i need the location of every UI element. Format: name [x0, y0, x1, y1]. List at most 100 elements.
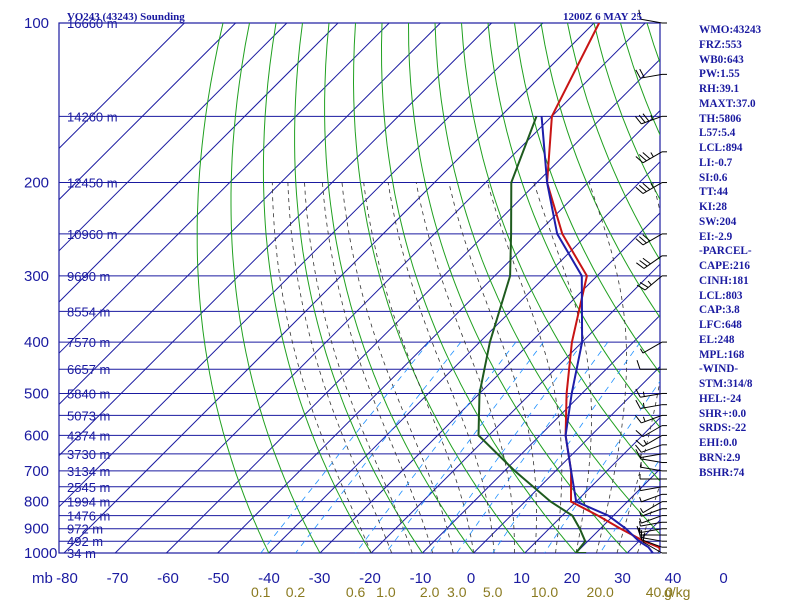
wind-barb-flag [635, 399, 641, 409]
isotherm-line [58, 22, 185, 149]
mixing-ratio-label: 5.0 [483, 584, 503, 600]
wind-barb-halfflag [640, 348, 644, 354]
mixing-ratio-line [544, 380, 660, 553]
isotherm-line [58, 22, 390, 354]
wind-barb-staff [641, 414, 663, 424]
moist-adiabat-line [487, 182, 563, 553]
height-label: 8554 m [67, 304, 110, 319]
wind-barb-flag [642, 152, 651, 160]
height-label: 12450 m [67, 176, 118, 191]
index-item: MAXT:37.0 [699, 97, 756, 110]
wind-barb [635, 434, 667, 447]
dry-adiabat-line [262, 23, 372, 553]
wind-barb-staff [640, 521, 663, 527]
mixing-ratio-label: 2.0 [420, 584, 440, 600]
moist-adiabat-line [533, 182, 592, 553]
height-label: 34 m [67, 546, 96, 561]
isotherm-line [58, 22, 441, 405]
wind-barb [639, 473, 667, 480]
wind-barb-staff [640, 536, 663, 542]
wind-barb-flag [636, 525, 641, 536]
mixing-ratio-label: 0.2 [286, 584, 306, 600]
wind-barb-halfflag [639, 462, 642, 468]
pressure-tick-label: 600 [24, 427, 49, 444]
dry-adiabat-line [461, 23, 660, 482]
wind-barb-flag [635, 429, 644, 437]
wind-barb [635, 425, 667, 438]
wind-barb-halfflag [642, 416, 646, 422]
wind-barb-halfflag [642, 402, 645, 408]
isobar-isotherm-grid [58, 22, 661, 554]
pressure-tick-label: 100 [24, 15, 49, 32]
dry-adiabat-line [487, 23, 660, 429]
mixing-ratio-label: 1.0 [376, 584, 396, 600]
wind-barb [639, 508, 667, 517]
wind-barb-staff [641, 508, 663, 517]
wind-barb-flag [635, 444, 642, 453]
mixing-ratio-label: 0.1 [251, 584, 271, 600]
wind-barb [639, 462, 667, 472]
index-item: STM:314/8 [699, 378, 753, 390]
index-item: SHR+:0.0 [699, 407, 747, 420]
wind-barb [635, 68, 667, 79]
wind-barb-flag [635, 156, 644, 164]
height-label: 9690 m [67, 269, 110, 284]
wind-barb-staff [642, 501, 663, 514]
wind-barb-flag [639, 68, 645, 78]
index-item: WMO:43243 [699, 24, 762, 36]
mixing-ratio-label: 40.0 [646, 584, 673, 600]
wind-barb-staff [641, 493, 663, 503]
height-label: 1476 m [67, 509, 110, 524]
index-item: BSHR:74 [699, 466, 745, 479]
wind-barb-flag [639, 282, 649, 288]
mixing-ratio-line [429, 341, 584, 553]
wind-barb-staff [641, 515, 663, 524]
height-label: 2545 m [67, 480, 110, 495]
dry-adiabat-line [380, 23, 577, 553]
dry-adiabat-line [230, 23, 321, 553]
sounding-series-line-2 [540, 116, 654, 553]
wind-barb [635, 182, 667, 194]
x-tick-label: -10 [410, 570, 432, 587]
isotherm-line [319, 212, 661, 554]
x-tick-label: -60 [157, 570, 179, 587]
wind-barb [635, 151, 667, 164]
height-label: 492 m [67, 534, 103, 549]
x-tick-label: -30 [309, 570, 331, 587]
height-label: 972 m [67, 522, 103, 537]
wind-barb-flag [635, 116, 642, 125]
wind-barb-staff [642, 541, 663, 554]
x-tick-label: 20 [564, 570, 581, 587]
moist-adiabat-line [304, 182, 413, 553]
moist-adiabat-line [387, 182, 495, 553]
wind-barb-flag [636, 284, 646, 291]
wind-barb [635, 399, 667, 409]
isotherm-line [473, 366, 661, 554]
moist-adiabat-line [448, 182, 537, 553]
mixing-ratio-label: 0.6 [346, 584, 366, 600]
index-item: MPL:168 [699, 348, 745, 361]
wind-barb [636, 255, 667, 269]
wind-barb [639, 515, 667, 524]
mixing-ratio-line [260, 341, 430, 553]
dry-adiabat-line [352, 23, 526, 553]
mixing-ratio-line [599, 458, 660, 553]
x-tick-label: -80 [56, 570, 78, 587]
x-tick-label: 0 [719, 570, 727, 587]
wind-barb-halfflag [640, 508, 644, 513]
wind-barb-flag [638, 154, 647, 162]
wind-barb-halfflag [647, 280, 652, 286]
index-item: PW:1.55 [699, 68, 740, 81]
wind-barb-halfflag [643, 439, 647, 445]
index-item: RH:39.1 [699, 83, 740, 95]
pressure-tick-label: 900 [24, 521, 49, 538]
index-item: EL:248 [699, 333, 735, 346]
wind-barb-flag [638, 184, 647, 192]
index-item: KI:28 [699, 201, 727, 213]
wind-barb-halfflag [638, 485, 641, 491]
wind-barb-flag [642, 257, 651, 265]
isotherm-line [524, 417, 661, 554]
wind-barb [635, 444, 667, 453]
moist-adiabat-line [363, 182, 474, 553]
wind-barb-flag [635, 186, 644, 194]
